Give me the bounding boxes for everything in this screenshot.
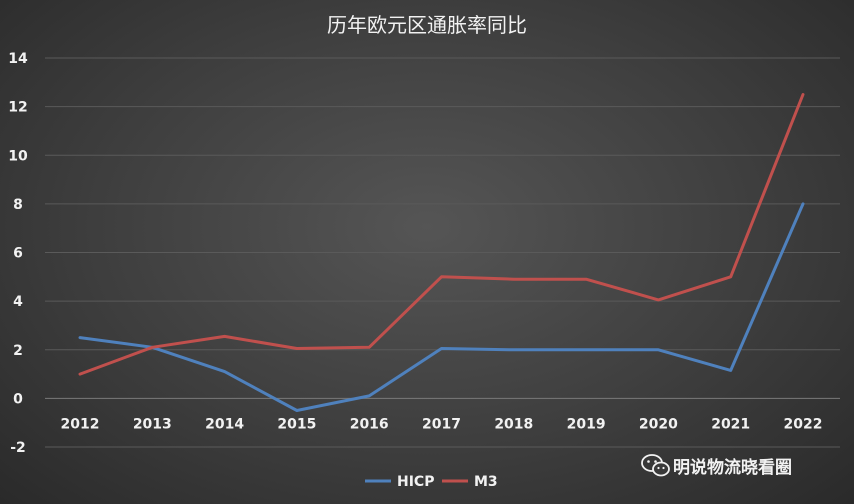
wechat-icon	[641, 454, 670, 477]
chart-title: 历年欧元区通胀率同比	[327, 13, 527, 37]
x-tick-label: 2012	[61, 416, 100, 432]
series-line-hicp	[78, 202, 805, 412]
x-tick-label: 2019	[567, 416, 606, 432]
watermark: 明说物流晓看圈	[641, 454, 792, 478]
series-line-m3	[78, 93, 805, 376]
gridlines	[45, 57, 840, 448]
series-lines	[78, 93, 805, 412]
y-tick-label: 12	[8, 100, 27, 116]
legend-label: HICP	[397, 474, 434, 490]
watermark-text: 明说物流晓看圈	[673, 457, 792, 478]
legend: HICP M3	[365, 474, 498, 490]
y-tick-label: 8	[13, 197, 23, 213]
y-tick-label: 0	[13, 391, 23, 407]
x-tick-label: 2015	[277, 416, 316, 432]
x-tick-label: 2013	[133, 416, 172, 432]
y-tick-label: 10	[8, 148, 28, 164]
x-tick-label: 2016	[350, 416, 389, 432]
legend-label: M3	[474, 474, 498, 490]
x-tick-label: 2021	[711, 416, 750, 432]
y-tick-label: 2	[13, 343, 23, 359]
x-tick-label: 2018	[494, 416, 533, 432]
x-axis-ticks: 2012 2013 2014 2015 2016 2017 2018 2019 2020 2021…	[61, 416, 823, 432]
y-axis-ticks: 14 12 10 8 6 4 2 0 -2	[8, 51, 28, 456]
y-tick-label: 4	[13, 294, 23, 310]
y-tick-label: 6	[13, 246, 23, 262]
y-tick-label: 14	[8, 51, 28, 67]
x-tick-label: 2014	[205, 416, 244, 432]
x-tick-label: 2020	[639, 416, 678, 432]
x-tick-label: 2022	[784, 416, 823, 432]
y-tick-label: -2	[10, 440, 26, 456]
x-tick-label: 2017	[422, 416, 461, 432]
